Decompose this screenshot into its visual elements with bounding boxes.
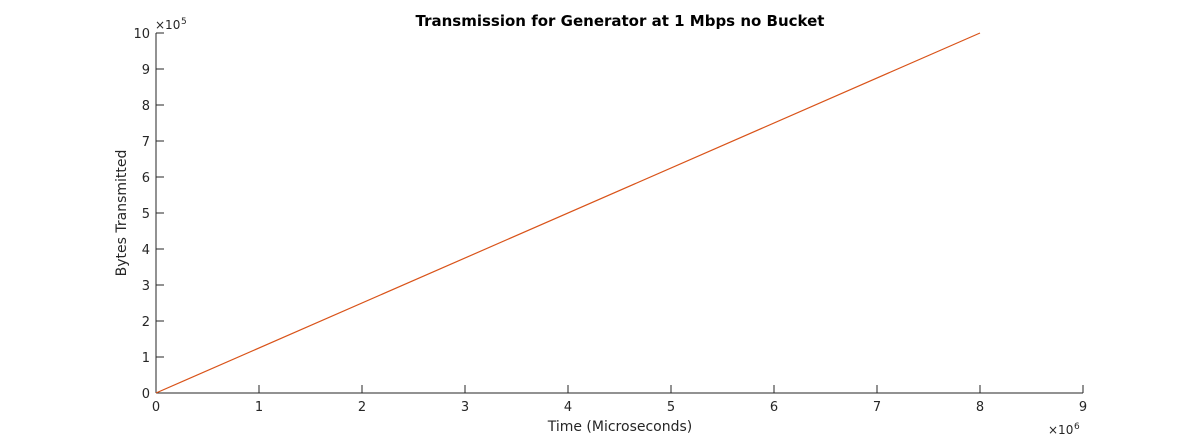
y-tick-label: 5 [142, 207, 150, 222]
y-tick-label: 4 [142, 243, 150, 258]
axes: 0 1 2 3 4 5 6 7 8 9 0 1 2 3 4 5 6 7 8 9 10 [133, 27, 1087, 415]
x-axis-multiplier: ×10 6 [1048, 422, 1080, 437]
y-axis-multiplier: ×10 5 [155, 17, 187, 32]
series-lines [155, 32, 981, 394]
y-axis-label: Bytes Transmitted [114, 150, 130, 277]
x-tick-label: 6 [770, 400, 778, 415]
y-tick-label: 1 [142, 351, 150, 366]
x-tick-label: 5 [667, 400, 675, 415]
y-tick-label: 6 [142, 171, 150, 186]
x-tick-label: 3 [461, 400, 469, 415]
y-multiplier-exponent: 5 [181, 17, 187, 27]
x-tick-label: 0 [152, 400, 160, 415]
series-line [155, 32, 981, 394]
x-multiplier-base: ×10 [1048, 423, 1073, 437]
x-tick-label: 7 [873, 400, 881, 415]
chart-title: Transmission for Generator at 1 Mbps no … [416, 12, 825, 30]
y-tick-label: 7 [142, 135, 150, 150]
y-tick-label: 2 [142, 315, 150, 330]
x-axis-label: Time (Microseconds) [547, 419, 693, 435]
y-tick-label: 0 [142, 387, 150, 402]
y-tick-label: 9 [142, 63, 150, 78]
x-multiplier-exponent: 6 [1074, 422, 1080, 432]
x-tick-label: 1 [255, 400, 263, 415]
x-tick-label: 4 [564, 400, 572, 415]
x-tick-label: 9 [1079, 400, 1087, 415]
x-tick-label: 2 [358, 400, 366, 415]
y-multiplier-base: ×10 [155, 18, 180, 32]
y-tick-label: 8 [142, 99, 150, 114]
x-tick-label: 8 [976, 400, 984, 415]
y-tick-label: 10 [133, 27, 150, 42]
y-tick-label: 3 [142, 279, 150, 294]
